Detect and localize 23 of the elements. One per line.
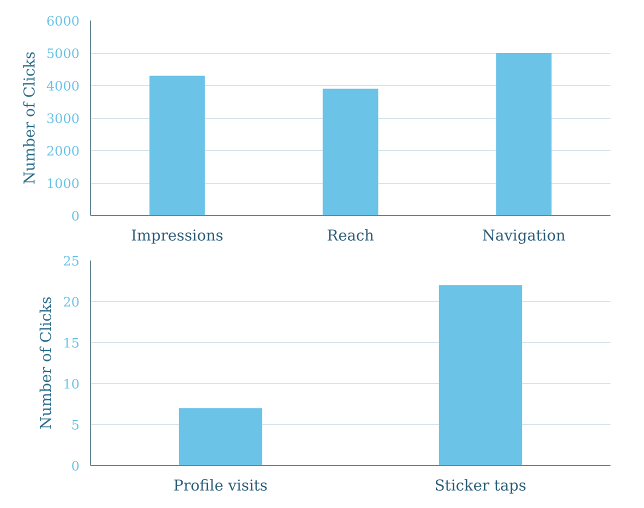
y-tick-label: 1000 xyxy=(46,177,80,192)
bar xyxy=(149,76,205,216)
x-tick-label: Reach xyxy=(326,226,374,244)
x-tick-label: Sticker taps xyxy=(434,476,526,494)
y-axis-title: Number of Clicks xyxy=(20,51,38,185)
y-tick-label: 15 xyxy=(62,336,80,352)
y-tick-label: 0 xyxy=(71,210,80,224)
x-tick-label: Profile visits xyxy=(173,476,268,494)
y-tick-label: 10 xyxy=(62,378,80,392)
y-tick-label: 4000 xyxy=(46,80,80,94)
y-tick-label: 3000 xyxy=(46,112,80,127)
bar xyxy=(496,53,552,216)
y-axis-title: Number of Clicks xyxy=(36,296,55,430)
y-tick-label: 2000 xyxy=(46,144,80,160)
x-tick-label: Navigation xyxy=(482,226,566,244)
y-tick-label: 0 xyxy=(71,460,80,474)
y-tick-label: 5 xyxy=(71,418,80,434)
y-tick-label: 6000 xyxy=(46,14,80,30)
y-tick-label: 5000 xyxy=(46,47,80,62)
y-tick-label: 25 xyxy=(62,254,80,270)
y-tick-label: 20 xyxy=(62,296,80,310)
x-tick-label: Impressions xyxy=(130,226,224,244)
bar xyxy=(322,88,378,216)
